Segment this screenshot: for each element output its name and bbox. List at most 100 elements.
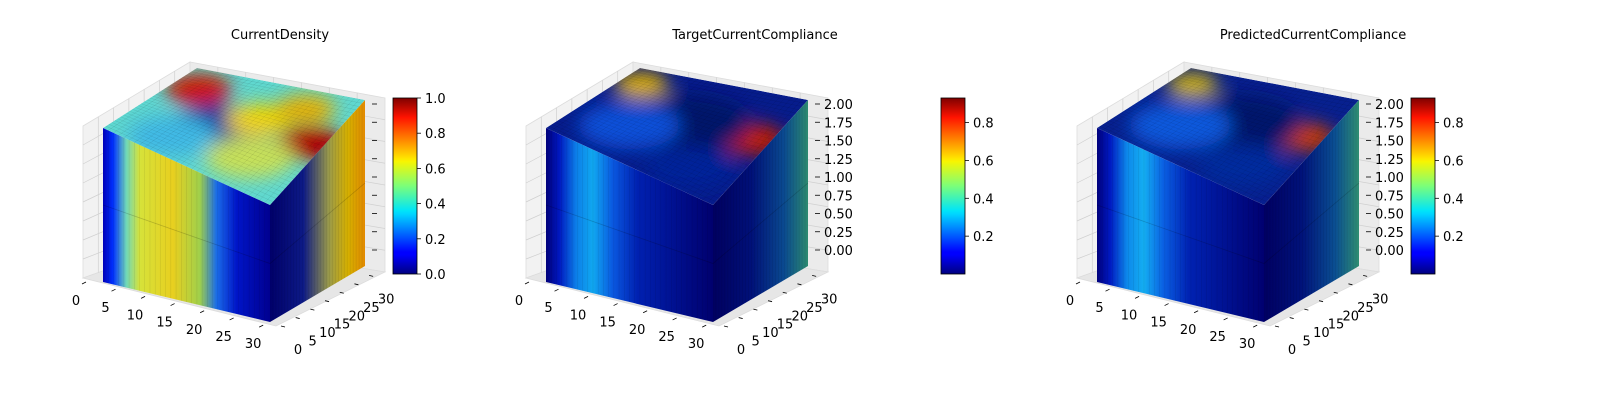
chart-title: TargetCurrentCompliance: [671, 28, 838, 43]
y-tick-label: 0: [1288, 343, 1296, 358]
z-tick-label: 1.75: [824, 116, 853, 131]
y-tick-label: 30: [1372, 292, 1389, 307]
y-tick-mark: [295, 317, 300, 319]
colorbar-tick-label: 0.4: [973, 192, 994, 207]
x-tick-label: 5: [101, 301, 109, 316]
y-tick-mark: [1318, 300, 1324, 303]
y-tick-mark: [1363, 274, 1368, 277]
z-tick-label: 1.75: [1375, 116, 1404, 131]
y-tick-mark: [767, 300, 773, 303]
y-tick-mark: [797, 283, 802, 286]
x-tick-label: 10: [127, 308, 144, 323]
x-tick-mark: [524, 281, 530, 285]
top-surface-blob-7: [204, 136, 295, 179]
voxel-mesh: [1099, 68, 1357, 321]
z-tick-label: 2.00: [824, 98, 853, 113]
colorbar-tick-label: 0.6: [973, 154, 994, 169]
x-tick-label: 0: [1066, 294, 1074, 309]
y-tick-label: 20: [791, 309, 808, 324]
y-tick-label: 25: [806, 301, 823, 316]
chart-title: CurrentDensity: [231, 28, 330, 43]
z-tick-label: 1.25: [1375, 153, 1404, 168]
y-tick-mark: [723, 325, 729, 328]
cube-right-face: [270, 100, 365, 322]
x-tick-mark: [613, 303, 618, 306]
colorbar-tick-label: 0.2: [1443, 230, 1464, 245]
colorbar-tick-label: 0.8: [973, 117, 994, 132]
colorbar-tick-label: 0.2: [425, 233, 446, 248]
cube-front-face: [546, 128, 713, 322]
x-tick-mark: [170, 303, 175, 306]
y-tick-label: 20: [348, 309, 365, 324]
colorbar: 0.2 0.4 0.6 0.8: [940, 97, 994, 275]
x-tick-label: 30: [245, 337, 262, 352]
x-tick-label: 15: [1150, 316, 1167, 331]
x-tick-mark: [229, 317, 234, 321]
x-axis-ticks: 0 5 10 15 20 25 30: [515, 281, 707, 352]
z-axis-ticks: 0.00 0.25 0.50 0.75 1.00 1.25 1.50 1.75 2.00: [815, 98, 853, 259]
x-tick-label: 0: [72, 294, 80, 309]
colorbar-tick-label: 0.0: [425, 268, 446, 283]
y-tick-mark: [1333, 291, 1338, 294]
colorbar-gradient: [1410, 97, 1436, 275]
y-tick-label: 30: [821, 292, 838, 307]
colorbar-tick-label: 1.0: [425, 92, 446, 107]
z-axis-ticks: 0.00 0.25 0.50 0.75 1.00 1.25 1.50 1.75 2.00: [1366, 98, 1404, 259]
z-tick-label: 1.00: [1375, 171, 1404, 186]
x-tick-label: 5: [1095, 301, 1103, 316]
y-tick-label: 30: [378, 292, 395, 307]
x-tick-mark: [111, 288, 116, 292]
top-surface-blob-1: [165, 74, 232, 105]
z-tick-label: 1.50: [1375, 135, 1404, 150]
x-tick-mark: [259, 324, 264, 328]
top-surface-blob-1: [1166, 73, 1218, 97]
cube-front-face: [1097, 128, 1264, 322]
x-tick-label: 10: [1121, 308, 1138, 323]
top-surface-blob-4: [578, 101, 681, 150]
x-tick-mark: [1193, 310, 1199, 314]
x-tick-label: 25: [658, 330, 675, 345]
x-tick-label: 10: [570, 308, 587, 323]
top-surface-blob-6: [126, 115, 217, 158]
y-tick-label: 15: [1328, 318, 1345, 333]
y-tick-label: 25: [1357, 301, 1374, 316]
y-tick-label: 15: [334, 318, 351, 333]
y-tick-mark: [1348, 283, 1353, 286]
top-surface-blob-4: [1129, 101, 1232, 150]
x-tick-mark: [140, 296, 146, 299]
x-tick-mark: [1164, 303, 1169, 306]
x-tick-label: 0: [515, 294, 523, 309]
x-tick-mark: [1105, 288, 1110, 292]
y-tick-mark: [782, 291, 787, 294]
x-tick-label: 20: [1180, 323, 1197, 338]
x-tick-label: 5: [544, 301, 552, 316]
y-tick-label: 5: [1303, 335, 1311, 350]
x-tick-mark: [1134, 296, 1140, 299]
top-surface-blob-4: [225, 103, 292, 135]
y-tick-mark: [1289, 317, 1294, 319]
y-tick-mark: [1304, 308, 1309, 311]
colorbar-tick-label: 0.4: [425, 198, 446, 213]
y-tick-label: 0: [737, 343, 745, 358]
z-tick-label: 0.00: [1375, 244, 1404, 259]
x-axis-ticks: 0 5 10 15 20 25 30: [1066, 281, 1258, 352]
colorbar-gradient: [392, 97, 418, 275]
colorbar: 0.0 0.2 0.4 0.6 0.8 1.0: [392, 92, 446, 283]
z-tick-label: 1.00: [824, 171, 853, 186]
z-tick-label: 1.25: [824, 153, 853, 168]
y-tick-label: 10: [1313, 326, 1330, 341]
x-tick-mark: [583, 296, 589, 299]
voxel-seam: [102, 182, 366, 264]
colorbar-tick-label: 0.8: [1443, 117, 1464, 132]
colorbar-tick-label: 0.8: [425, 127, 446, 142]
x-tick-label: 15: [156, 316, 173, 331]
colorbar-tick-label: 0.2: [973, 230, 994, 245]
z-tick-label: 0.75: [824, 189, 853, 204]
colorbar-tick-label: 0.6: [425, 162, 446, 177]
